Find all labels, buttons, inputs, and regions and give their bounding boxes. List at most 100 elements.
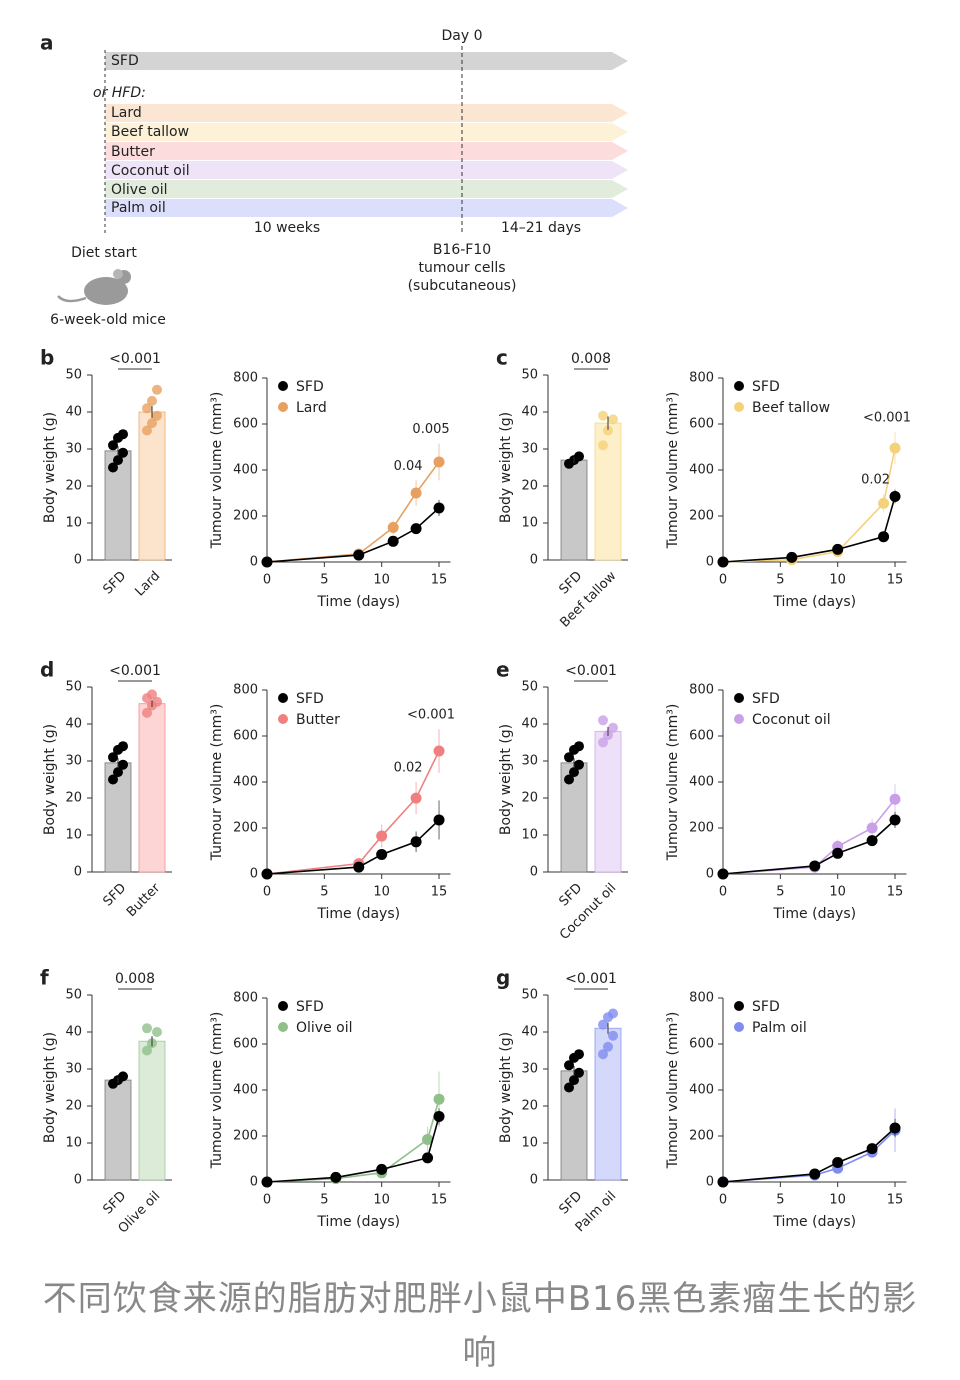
data-point [433, 502, 445, 514]
y-tick-label: 10 [65, 516, 82, 531]
diet-label: Coconut oil [111, 163, 190, 179]
legend-marker [278, 1022, 288, 1032]
data-point [832, 1156, 844, 1168]
data-point [832, 847, 844, 859]
x-tick-label: 5 [320, 573, 328, 588]
data-point [889, 1122, 901, 1134]
data-point [113, 767, 123, 778]
data-point [376, 830, 388, 842]
diet-label: Beef tallow [111, 124, 189, 140]
series-line [266, 1098, 440, 1183]
y-tick-label: 50 [521, 368, 538, 383]
legend-label: SFD [752, 691, 780, 707]
y-axis-label: Body weight (g) [498, 1032, 514, 1143]
y-tick-label: 800 [233, 683, 258, 698]
bar [138, 703, 166, 873]
x-axis-label: Time (days) [772, 594, 856, 610]
legend-label: SFD [296, 691, 324, 707]
data-point [353, 549, 365, 561]
legend-label: Lard [296, 400, 327, 416]
p-value: <0.001 [565, 663, 617, 679]
y-tick-label: 50 [65, 988, 82, 1003]
data-point [142, 1045, 152, 1056]
hfd-label: or HFD: [93, 85, 146, 101]
data-point [330, 1171, 342, 1183]
bar [138, 1040, 166, 1181]
data-point [574, 451, 584, 462]
diet-band [105, 123, 628, 141]
data-point [261, 868, 273, 880]
panel-label: d [40, 658, 54, 682]
x-tick-label: 10 [373, 885, 390, 900]
data-point [147, 418, 157, 429]
x-tick-label: 15 [431, 885, 448, 900]
legend-label: Palm oil [752, 1020, 807, 1036]
y-tick-label: 800 [689, 683, 714, 698]
x-tick-label: 15 [887, 573, 904, 588]
legend-marker [278, 714, 288, 724]
data-point [147, 395, 157, 406]
data-point [608, 722, 618, 733]
y-tick-label: 200 [233, 509, 258, 524]
bar [560, 459, 588, 561]
y-tick-label: 10 [65, 828, 82, 843]
diet-band [105, 104, 628, 122]
y-tick-label: 40 [65, 717, 82, 732]
p-value: <0.001 [407, 708, 455, 723]
data-point [608, 1030, 618, 1041]
p-value: 0.008 [115, 971, 155, 987]
panel-label: f [40, 966, 49, 990]
data-point [878, 531, 890, 543]
data-point [866, 822, 878, 834]
x-tick-label: 0 [263, 573, 271, 588]
y-tick-label: 200 [689, 1129, 714, 1144]
y-axis-label: Body weight (g) [42, 724, 58, 835]
day0-label: Day 0 [441, 28, 482, 44]
x-axis-label: Time (days) [316, 906, 400, 922]
data-point [889, 442, 901, 454]
sfd-band [105, 52, 628, 70]
diet-label: Lard [111, 105, 142, 121]
y-tick-label: 400 [689, 463, 714, 478]
y-tick-label: 30 [521, 1062, 538, 1077]
y-tick-label: 0 [706, 555, 714, 570]
x-tick-label: 15 [431, 1193, 448, 1208]
legend-marker [278, 381, 288, 391]
data-point [433, 745, 445, 757]
data-point [422, 1133, 434, 1145]
y-tick-label: 200 [689, 509, 714, 524]
data-point [433, 814, 445, 826]
y-axis-label: Tumour volume (mm³) [665, 704, 681, 862]
data-point [598, 1049, 608, 1060]
legend-marker [734, 402, 744, 412]
y-tick-label: 40 [521, 405, 538, 420]
y-tick-label: 200 [233, 1129, 258, 1144]
y-tick-label: 0 [250, 867, 258, 882]
y-tick-label: 30 [521, 442, 538, 457]
x-tick-label: SFD [100, 881, 129, 910]
bar [594, 730, 622, 873]
y-axis-label: Body weight (g) [498, 724, 514, 835]
data-point [152, 410, 162, 421]
panel-label: a [40, 31, 54, 55]
x-tick-label: 5 [776, 885, 784, 900]
x-tick-label: SFD [556, 1189, 585, 1218]
y-tick-label: 600 [233, 1037, 258, 1052]
data-point [387, 522, 399, 533]
p-value: 0.02 [394, 761, 423, 776]
data-point [422, 1152, 434, 1164]
x-tick-label: 0 [263, 885, 271, 900]
y-tick-label: 0 [706, 867, 714, 882]
data-point [809, 860, 821, 872]
x-tick-label: SFD [100, 569, 129, 598]
legend-marker [734, 693, 744, 703]
y-tick-label: 30 [521, 754, 538, 769]
legend-label: Olive oil [296, 1020, 353, 1036]
y-tick-label: 0 [74, 553, 82, 568]
legend-marker [278, 1001, 288, 1011]
x-tick-label: Lard [132, 569, 163, 600]
x-tick-label: 0 [719, 573, 727, 588]
data-point [889, 490, 901, 502]
y-axis-label: Tumour volume (mm³) [209, 704, 225, 862]
